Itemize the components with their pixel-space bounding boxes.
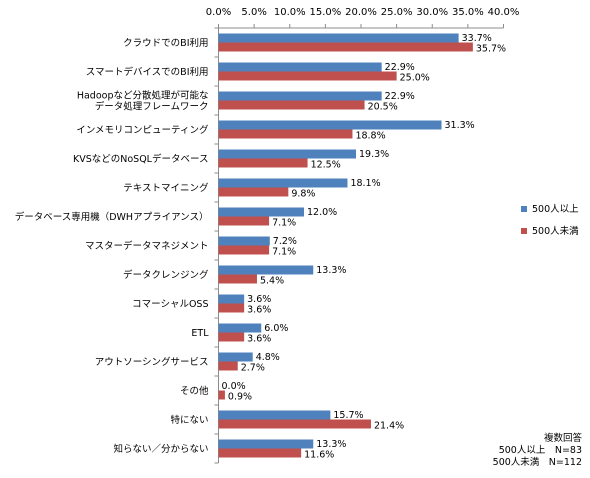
data-label: 12.5% — [311, 160, 341, 171]
bar-large-company — [218, 120, 442, 130]
bar-large-company — [218, 236, 270, 246]
bar-large-company — [218, 149, 357, 159]
bar-small-company — [218, 419, 371, 429]
legend-swatch — [521, 206, 527, 212]
data-label: 33.7% — [462, 33, 492, 44]
data-label: 3.6% — [247, 305, 271, 316]
data-label: 35.7% — [476, 44, 506, 55]
category-label: インメモリコンピューティング — [76, 124, 209, 136]
legend-swatch — [521, 228, 527, 234]
bar-small-company — [218, 71, 397, 81]
data-label: 21.4% — [374, 421, 404, 432]
data-label: 31.3% — [445, 120, 475, 131]
data-label: 7.2% — [273, 236, 297, 247]
bar-small-company — [218, 42, 473, 52]
category-label: コマーシャルOSS — [132, 299, 208, 310]
bar-small-company — [218, 274, 257, 284]
category-label: クラウドでのBI利用 — [123, 37, 208, 49]
category-label: データクレンジング — [123, 269, 209, 281]
data-label: 7.1% — [272, 247, 296, 258]
data-label: 11.6% — [304, 450, 334, 461]
category-label: データベース専用機（DWHアプライアンス） — [15, 211, 209, 223]
bar-small-company — [218, 158, 308, 168]
category-label: その他 — [180, 385, 209, 397]
data-label: 13.3% — [316, 265, 346, 276]
x-tick-label: 30.0% — [416, 7, 448, 18]
data-label: 0.9% — [228, 392, 252, 403]
data-label: 12.0% — [307, 207, 337, 218]
bar-large-company — [218, 62, 382, 72]
bar-small-company — [218, 216, 270, 226]
data-label: 5.4% — [260, 276, 284, 287]
x-tick-label: 35.0% — [452, 7, 484, 18]
bar-large-company — [218, 265, 314, 275]
data-label: 20.5% — [368, 102, 398, 113]
bar-large-company — [218, 207, 304, 217]
category-label: ETL — [191, 328, 209, 339]
bar-small-company — [218, 245, 270, 255]
bar-small-company — [218, 129, 353, 139]
category-label: マスターデータマネジメント — [85, 240, 209, 252]
bar-small-company — [218, 303, 245, 313]
x-tick-label: 40.0% — [488, 7, 520, 18]
bar-large-company — [218, 91, 382, 101]
note-sample-large: 500人以上 N=83 — [498, 445, 582, 456]
data-label: 18.1% — [350, 178, 380, 189]
x-tick-label: 10.0% — [274, 7, 306, 18]
data-label: 0.0% — [222, 381, 246, 392]
legend-label: 500人以上 — [532, 204, 579, 215]
data-label: 2.7% — [241, 363, 265, 374]
data-label: 18.8% — [355, 131, 385, 142]
bar-large-company — [218, 410, 331, 420]
data-label: 9.8% — [291, 189, 315, 200]
category-label: スマートデバイスでのBI利用 — [86, 66, 209, 78]
data-label: 19.3% — [359, 149, 389, 160]
category-label: アウトソーシングサービス — [95, 356, 209, 368]
data-label: 25.0% — [400, 73, 430, 84]
data-label: 22.9% — [385, 62, 415, 73]
bar-large-company — [218, 439, 314, 449]
x-tick-label: 0.0% — [206, 7, 231, 18]
bar-large-company — [218, 323, 262, 333]
bar-small-company — [218, 390, 225, 400]
category-label: KVSなどのNoSQLデータベース — [73, 153, 209, 165]
bar-small-company — [218, 187, 289, 197]
category-label: テキストマイニング — [123, 182, 209, 194]
bar-large-company — [218, 294, 245, 304]
bar-large-company — [218, 352, 253, 362]
legend-label: 500人未満 — [532, 225, 579, 237]
data-label: 7.1% — [272, 218, 296, 229]
data-label: 13.3% — [316, 439, 346, 450]
category-label: Hadoopなど分散処理が可能な — [77, 90, 209, 102]
bar-small-company — [218, 361, 238, 371]
data-label: 15.7% — [333, 410, 363, 421]
data-label: 4.8% — [256, 352, 280, 363]
bar-small-company — [218, 332, 245, 342]
data-label: 3.6% — [247, 294, 271, 305]
note-multiple-answers: 複数回答 — [543, 433, 582, 444]
category-label: 特にない — [170, 414, 208, 426]
x-tick-label: 20.0% — [345, 7, 377, 18]
category-label: 知らない／分からない — [113, 443, 208, 455]
bar-small-company — [218, 448, 302, 458]
bar-small-company — [218, 100, 365, 110]
bar-large-company — [218, 33, 459, 43]
note-sample-small: 500人未満 N=112 — [492, 457, 582, 468]
x-tick-label: 5.0% — [241, 7, 266, 18]
data-label: 6.0% — [264, 323, 288, 334]
category-label: データ処理フレームワーク — [95, 101, 209, 113]
x-tick-label: 15.0% — [309, 7, 341, 18]
data-label: 22.9% — [385, 91, 415, 102]
data-label: 3.6% — [247, 334, 271, 345]
x-tick-label: 25.0% — [381, 7, 413, 18]
bar-large-company — [218, 178, 348, 188]
